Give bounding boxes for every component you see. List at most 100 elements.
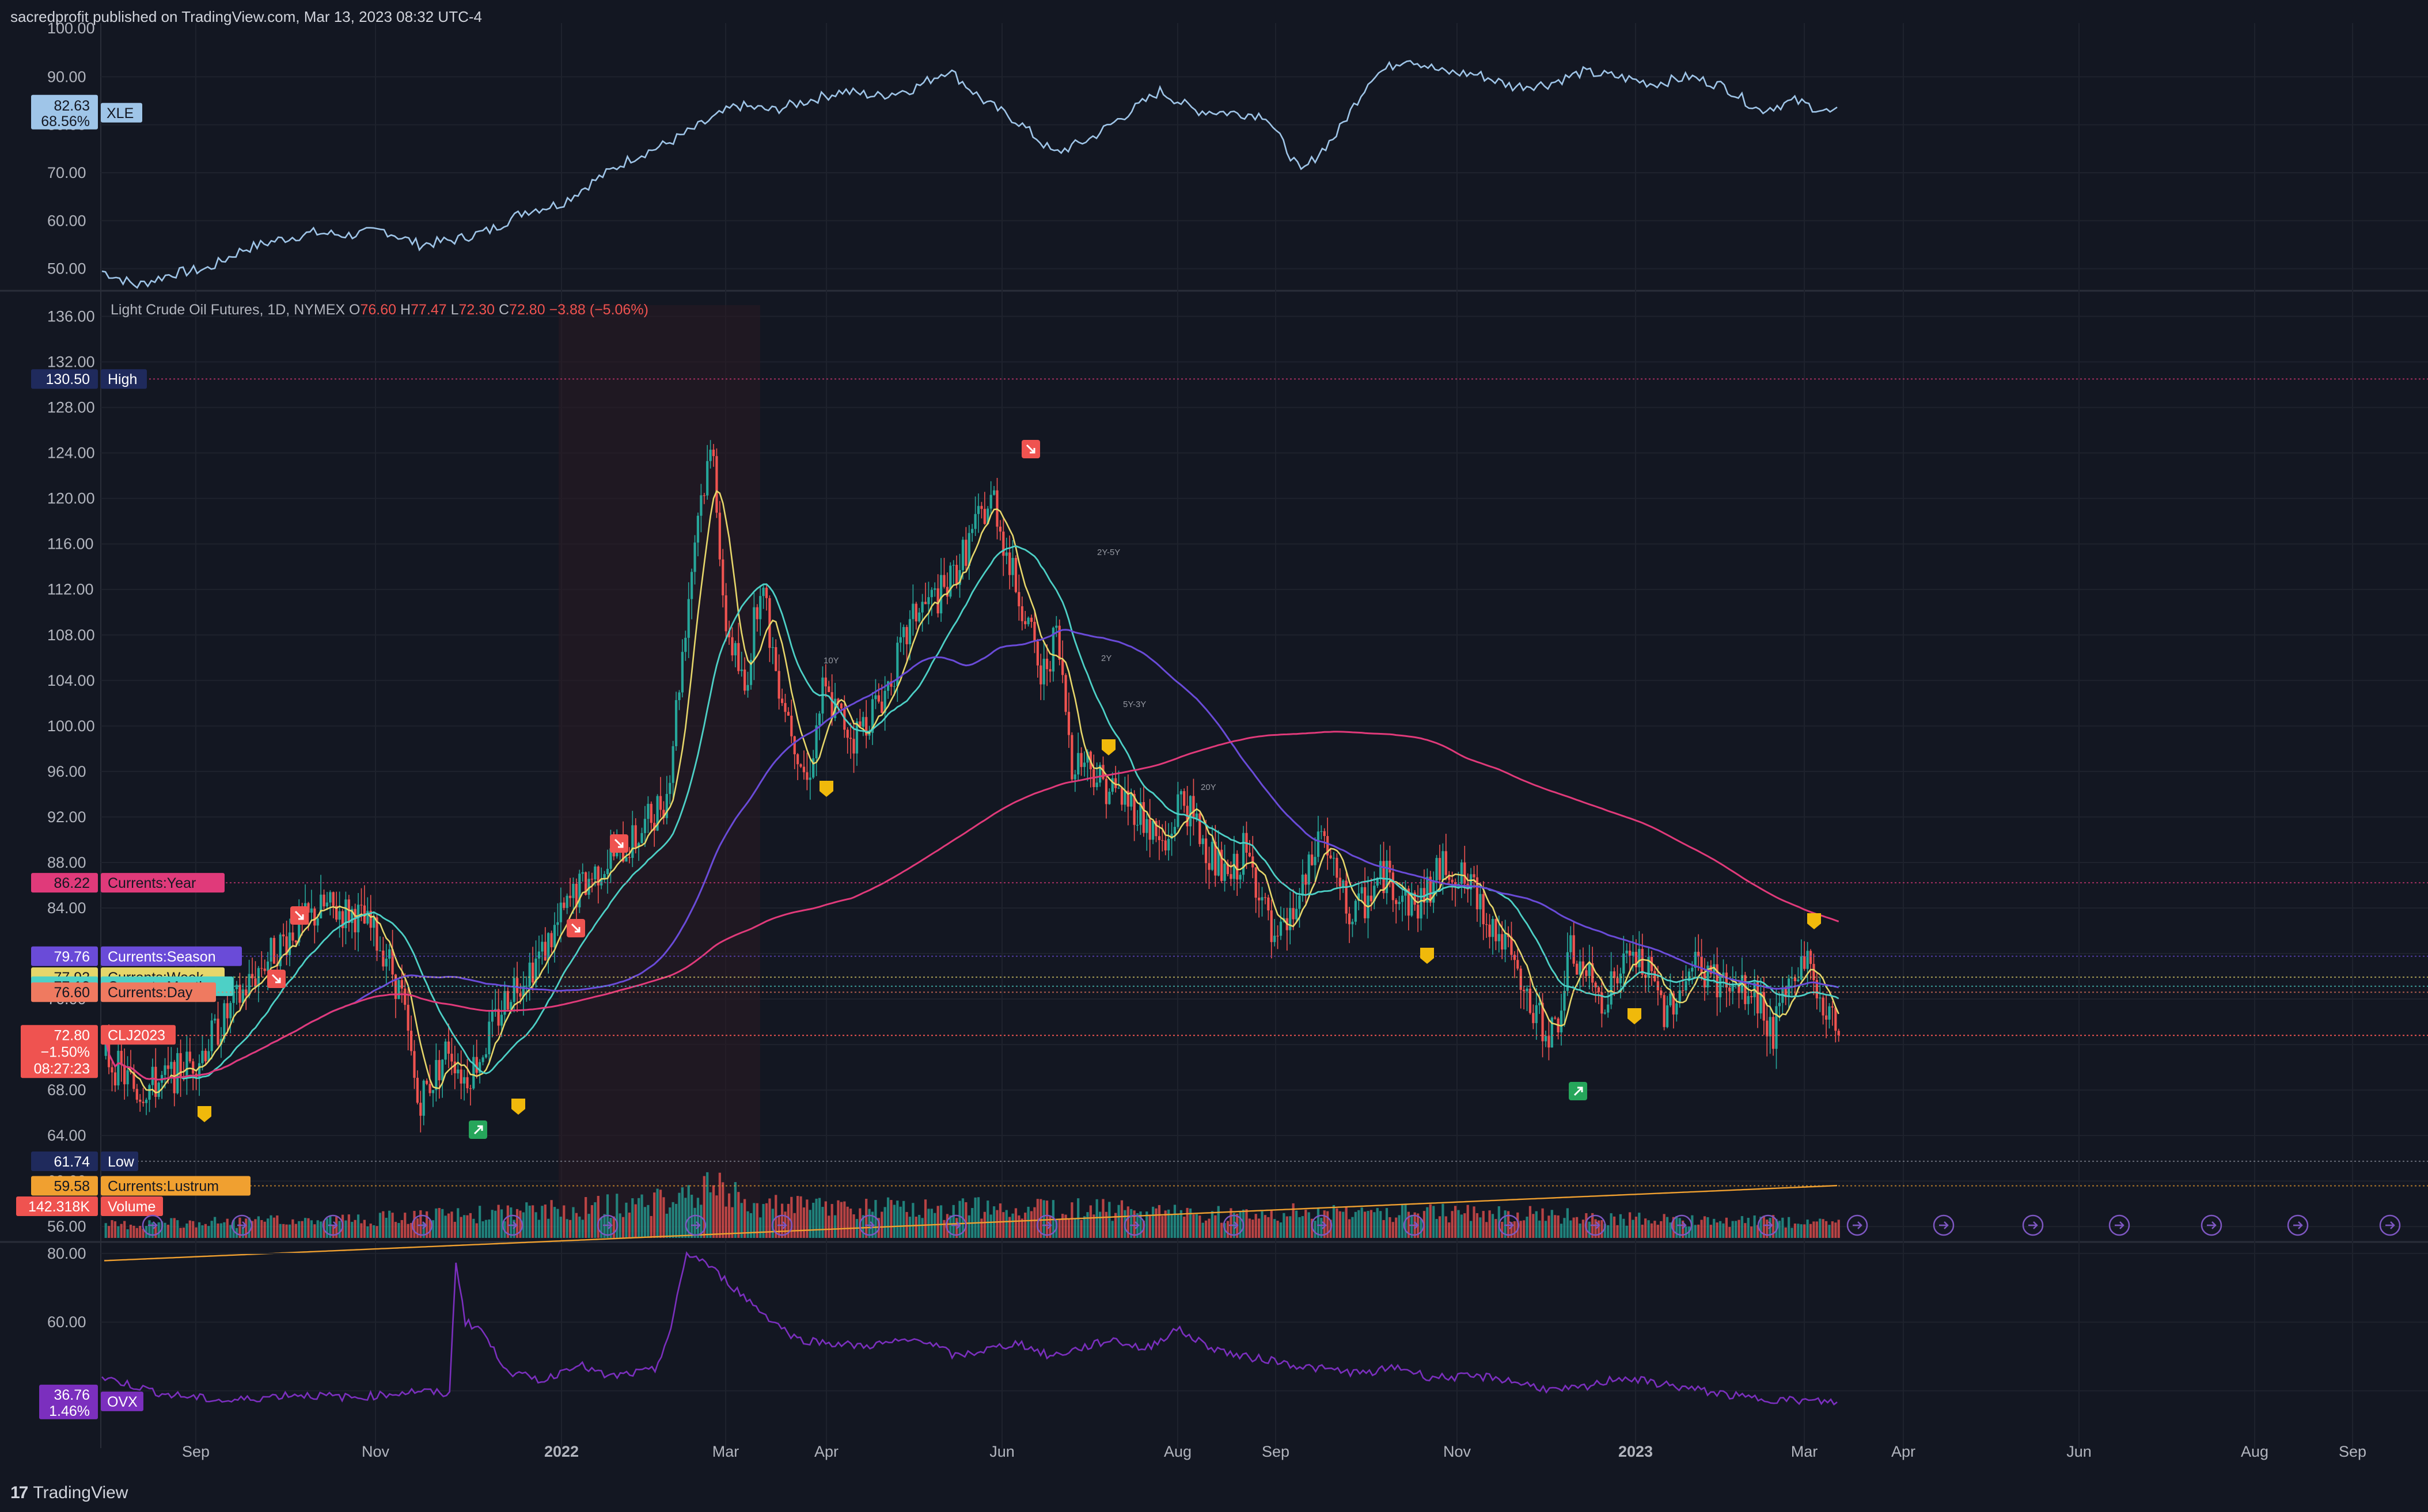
volume-bar	[1728, 1226, 1731, 1238]
volume-bar	[195, 1227, 198, 1238]
volume-bar	[282, 1224, 285, 1238]
volume-bar	[672, 1202, 674, 1238]
candle-body	[722, 559, 724, 595]
volume-bar	[1230, 1208, 1232, 1238]
volume-bar	[1678, 1218, 1681, 1238]
volume-bar	[743, 1199, 746, 1238]
volume-bar	[1653, 1221, 1656, 1238]
volume-bar	[1027, 1206, 1030, 1238]
volume-bar	[1697, 1224, 1700, 1238]
candle-body	[672, 746, 674, 783]
candle-body	[1619, 973, 1622, 983]
candle-body	[1310, 854, 1314, 865]
x-tick-label: Aug	[2241, 1443, 2268, 1460]
volume-bar	[170, 1218, 173, 1238]
volume-bar	[625, 1202, 628, 1238]
candle-body	[1744, 975, 1747, 1004]
candle-body	[1067, 712, 1071, 735]
candle-body	[1204, 838, 1208, 864]
candle-body	[1077, 753, 1080, 775]
volume-bar	[1261, 1211, 1264, 1238]
candle-body	[575, 883, 578, 907]
volume-bar	[609, 1218, 612, 1238]
candle-body	[902, 626, 905, 637]
main-tick-label: 112.00	[47, 581, 94, 598]
candle-body	[338, 911, 341, 920]
level-value-box	[31, 1176, 98, 1196]
candle-body	[1214, 842, 1217, 876]
candle-body	[472, 1057, 475, 1089]
volume-bar	[1024, 1213, 1027, 1238]
candle-body	[1426, 876, 1429, 903]
candle-body	[385, 958, 388, 967]
candle-body	[715, 456, 718, 513]
candle-body	[678, 692, 681, 700]
volume-bar	[787, 1203, 790, 1238]
candle-body	[1784, 987, 1787, 997]
candle-body	[818, 713, 821, 725]
candle-body	[532, 962, 534, 983]
candle-body	[1042, 659, 1045, 685]
candle-body	[961, 540, 965, 571]
candle-body	[515, 978, 519, 993]
candle-body	[320, 894, 323, 918]
candle-body	[921, 602, 924, 613]
level-label-lustrum: 59.58 Currents:Lustrum	[31, 1176, 251, 1196]
candle-body	[1351, 921, 1354, 925]
candle-body	[890, 681, 893, 687]
volume-bar	[1295, 1210, 1298, 1238]
candle-body	[251, 974, 254, 979]
candle-body	[855, 721, 859, 754]
level-tag: Low	[108, 1154, 135, 1170]
candle-body	[229, 1002, 232, 1019]
candle-body	[139, 1099, 142, 1102]
candle-body	[373, 917, 375, 928]
volume-bar	[1279, 1222, 1283, 1238]
candle-body	[640, 833, 643, 844]
volume-bar	[1507, 1211, 1510, 1238]
volume-bar	[1102, 1199, 1105, 1238]
candle-body	[790, 715, 793, 736]
volume-bar	[129, 1224, 132, 1238]
level-tag-box	[101, 1151, 138, 1171]
ovx-symbol-box	[101, 1391, 143, 1411]
volume-bar	[777, 1215, 780, 1238]
volume-bar	[1740, 1216, 1744, 1238]
volume-bar	[1638, 1213, 1641, 1238]
x-tick-label: Sep	[2339, 1443, 2366, 1460]
candle-body	[469, 1088, 472, 1089]
volume-bar	[179, 1228, 182, 1238]
pentagon-marker-icon	[1102, 739, 1116, 755]
sell-signal-icon	[290, 906, 309, 925]
candle-body	[603, 874, 606, 879]
candle-body	[354, 909, 356, 933]
volume-bar	[952, 1205, 955, 1238]
candle-body	[568, 895, 572, 898]
volume-bar	[628, 1213, 631, 1238]
candle-body	[724, 595, 727, 632]
level-value: 61.74	[54, 1154, 90, 1170]
main-tick-label: 56.00	[47, 1218, 86, 1235]
volume-bar	[1632, 1220, 1634, 1238]
volume-bar	[949, 1215, 952, 1238]
volume-bar	[1042, 1200, 1045, 1238]
volume-bar	[1410, 1214, 1413, 1238]
volume-bar	[706, 1172, 709, 1238]
event-marker-icon	[1036, 1214, 1058, 1236]
candle-body	[1416, 905, 1420, 919]
event-marker-icon	[1933, 1214, 1955, 1236]
volume-bar	[1092, 1214, 1095, 1238]
candle-body	[1479, 894, 1482, 910]
volume-bar	[1369, 1210, 1373, 1238]
volume-bar	[594, 1202, 597, 1238]
candle-body	[1030, 617, 1033, 622]
candle-body	[1682, 990, 1685, 991]
volume-bar	[1557, 1215, 1560, 1238]
volume-bar	[267, 1218, 270, 1238]
candle-body	[422, 1080, 425, 1116]
candle-body	[104, 1040, 107, 1056]
level-tag: Currents:Year	[108, 875, 196, 891]
volume-bar	[385, 1218, 388, 1238]
candle-body	[1376, 877, 1379, 886]
